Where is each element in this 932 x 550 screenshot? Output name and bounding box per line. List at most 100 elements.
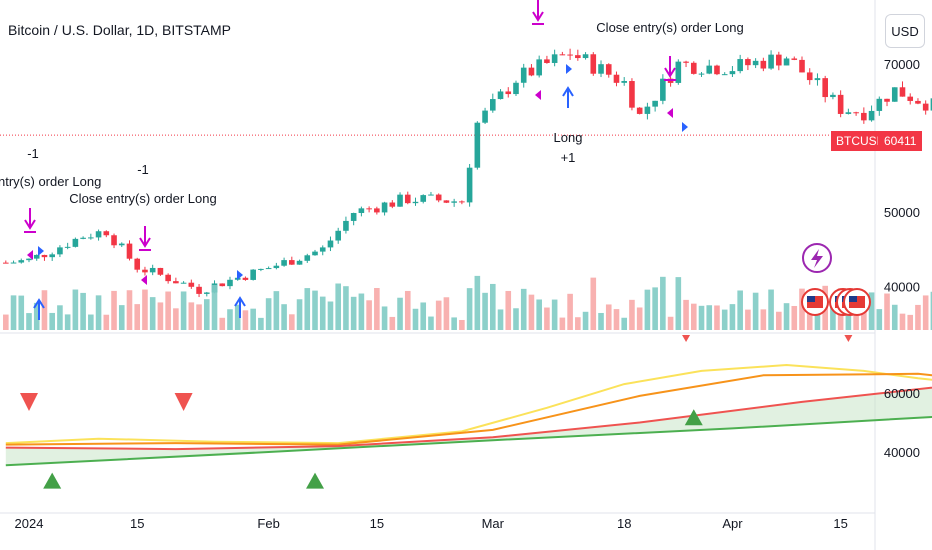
candle-body — [520, 67, 527, 83]
candle-body — [706, 65, 713, 74]
entry-marker — [27, 250, 33, 260]
indicator-axis-tick: 60000 — [884, 386, 920, 401]
volume-bar — [690, 303, 697, 330]
volume-bar — [667, 316, 674, 330]
candle-body — [474, 122, 481, 168]
buy-marker — [306, 472, 325, 489]
candle-body — [404, 194, 411, 204]
candle-body — [907, 96, 914, 101]
volume-bar — [474, 275, 481, 330]
entry-marker — [237, 270, 243, 280]
volume-bar — [180, 291, 187, 330]
candle-body — [10, 262, 17, 264]
volume-bar — [737, 290, 743, 330]
candle-body — [435, 194, 442, 201]
volume-bar — [134, 304, 141, 330]
candle-body — [737, 59, 743, 72]
candle-body — [250, 269, 256, 280]
candle-body — [768, 54, 774, 69]
candle-body — [559, 54, 566, 56]
candle-body — [33, 254, 40, 259]
candle-body — [72, 238, 79, 247]
volume-bar — [26, 313, 32, 330]
volume-bar — [806, 313, 813, 330]
candle-body — [111, 235, 117, 246]
candle-body — [729, 71, 736, 75]
volume-bar — [721, 309, 728, 330]
candle-body — [536, 59, 542, 76]
volume-bar — [111, 290, 117, 330]
volume-bar — [629, 299, 635, 330]
volume-bar — [304, 288, 311, 330]
candle-body — [3, 262, 9, 264]
volume-bar — [652, 287, 658, 330]
volume-bar — [142, 289, 148, 330]
volume-bar — [319, 296, 326, 330]
candle-body — [227, 279, 233, 287]
volume-bar — [3, 314, 9, 330]
exit-arrow-head — [24, 219, 36, 230]
volume-bar — [482, 292, 488, 330]
us-flag-canton — [849, 296, 857, 302]
candle-body — [312, 251, 318, 256]
annotation-minus-1: -1 — [137, 162, 149, 177]
candle-body — [876, 98, 883, 111]
candle-body — [350, 213, 357, 221]
volume-bar — [366, 300, 372, 330]
candle-body — [366, 208, 372, 210]
volume-bar — [783, 303, 790, 330]
candle-body — [335, 230, 341, 241]
candle-body — [590, 54, 597, 74]
entry-marker — [535, 90, 541, 100]
candle-body — [528, 67, 535, 76]
candle-body — [443, 200, 450, 203]
candle-body — [134, 258, 141, 270]
candle-body — [118, 243, 125, 246]
candle-body — [598, 64, 604, 74]
volume-bar — [497, 309, 504, 330]
volume-bar — [149, 297, 156, 330]
candle-body — [203, 292, 210, 294]
candle-body — [884, 98, 890, 102]
volume-bar — [830, 296, 836, 330]
volume-bar — [776, 311, 782, 330]
volume-bar — [575, 317, 581, 330]
annotation-plus-1: +1 — [561, 150, 576, 165]
candle-body — [930, 98, 932, 111]
candle-body — [451, 201, 457, 203]
currency-button[interactable]: USD — [885, 14, 925, 48]
volume-bar — [281, 304, 287, 330]
volume-bar — [435, 300, 442, 330]
annotation-minus-1: -1 — [27, 146, 39, 161]
volume-bar — [64, 314, 71, 330]
entry-marker — [667, 108, 673, 118]
volume-bar — [636, 307, 643, 330]
candle-body — [196, 286, 202, 294]
volume-bar — [250, 308, 256, 330]
candle-body — [428, 194, 434, 196]
volume-bar — [907, 314, 914, 330]
volume-bar — [358, 293, 365, 330]
volume-bar — [18, 295, 25, 330]
annotation-close-entry-right: Close entry(s) order Long — [596, 20, 743, 35]
candle-body — [482, 110, 488, 123]
volume-bar — [891, 304, 898, 330]
volume-bar — [528, 294, 535, 330]
volume-bar — [590, 277, 597, 330]
volume-bar — [861, 308, 867, 330]
volume-bar — [118, 305, 125, 330]
candle-body — [814, 78, 821, 81]
volume-bar — [814, 313, 821, 330]
volume-bar — [675, 277, 682, 330]
price-axis-tick: 50000 — [884, 205, 920, 220]
volume-bar — [80, 292, 86, 330]
volume-bar — [768, 289, 774, 330]
volume-bar — [196, 304, 202, 330]
indicator-line — [5, 372, 932, 446]
candle-body — [544, 59, 550, 63]
candle-body — [745, 59, 751, 66]
volume-bar — [845, 307, 852, 330]
volume-bar — [930, 291, 932, 330]
candle-body — [636, 107, 643, 114]
